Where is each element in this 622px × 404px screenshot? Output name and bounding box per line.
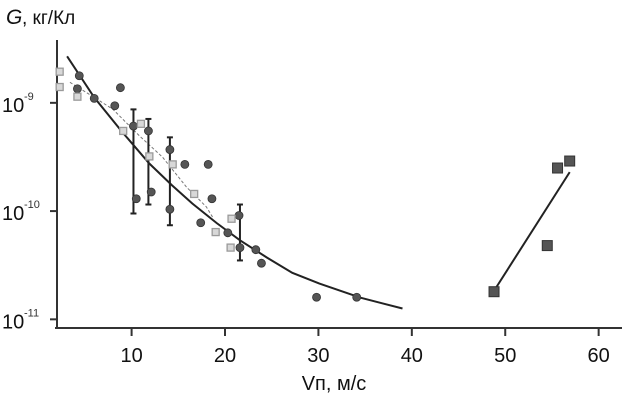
x-axis-label: Vп, м/с <box>302 373 367 395</box>
data-point-circle <box>312 292 321 302</box>
data-point-circle <box>251 245 261 255</box>
data-point-circle <box>257 258 266 268</box>
data-point-circle <box>203 159 213 169</box>
data-point-circle <box>207 194 217 204</box>
y-tick-exponent: -10 <box>24 199 40 211</box>
y-tick-label: 10 <box>2 203 24 225</box>
data-point-square-dark <box>488 286 500 298</box>
y-tick-label: 10 <box>2 311 24 333</box>
data-point-circle <box>165 204 175 214</box>
data-point-square-dark <box>564 155 576 167</box>
curve-fit-right <box>495 171 571 289</box>
data-point-circle <box>146 187 156 197</box>
data-point-circle <box>223 228 233 238</box>
data-point-circle <box>89 93 99 103</box>
y-tick-label: 10 <box>2 95 24 117</box>
data-point-square <box>190 189 199 199</box>
data-point-circle <box>110 101 120 111</box>
data-point-circle <box>131 194 141 204</box>
data-point-square <box>119 126 128 136</box>
data-point-circle <box>129 121 138 131</box>
data-point-square <box>227 214 236 223</box>
curve-fit-solid <box>66 55 403 310</box>
data-point-square <box>211 227 220 237</box>
data-point-circle <box>234 211 244 220</box>
x-tick-label: 40 <box>401 345 423 367</box>
y-axis-label-symbol: G <box>6 6 22 29</box>
data-point-square <box>55 82 64 92</box>
data-point-circle <box>235 243 245 252</box>
data-point-square <box>226 243 235 252</box>
y-axis-label-unit: , кг/Кл <box>22 8 75 29</box>
data-point-circle <box>180 159 190 169</box>
data-point-square-dark <box>552 162 564 174</box>
x-tick-label: 60 <box>588 345 610 367</box>
data-point-square <box>136 119 146 128</box>
marks <box>55 55 576 310</box>
data-point-square <box>55 67 64 76</box>
y-tick-exponent: -11 <box>24 307 39 319</box>
data-point-circle <box>144 126 153 136</box>
x-tick-label: 30 <box>307 345 329 367</box>
data-point-circle <box>196 218 206 228</box>
x-tick-label: 20 <box>214 345 236 367</box>
data-point-square <box>73 92 82 101</box>
y-tick-exponent: -9 <box>24 91 34 103</box>
x-tick-label: 10 <box>120 345 142 367</box>
data-point-circle <box>165 145 175 154</box>
data-point-square <box>145 152 154 161</box>
data-point-circle <box>73 84 82 94</box>
data-point-square-dark <box>541 240 553 252</box>
data-point-square <box>168 160 177 169</box>
data-point-circle <box>352 292 362 302</box>
x-tick-label: 50 <box>494 345 516 367</box>
data-point-circle <box>74 71 84 81</box>
data-point-circle <box>115 83 125 93</box>
